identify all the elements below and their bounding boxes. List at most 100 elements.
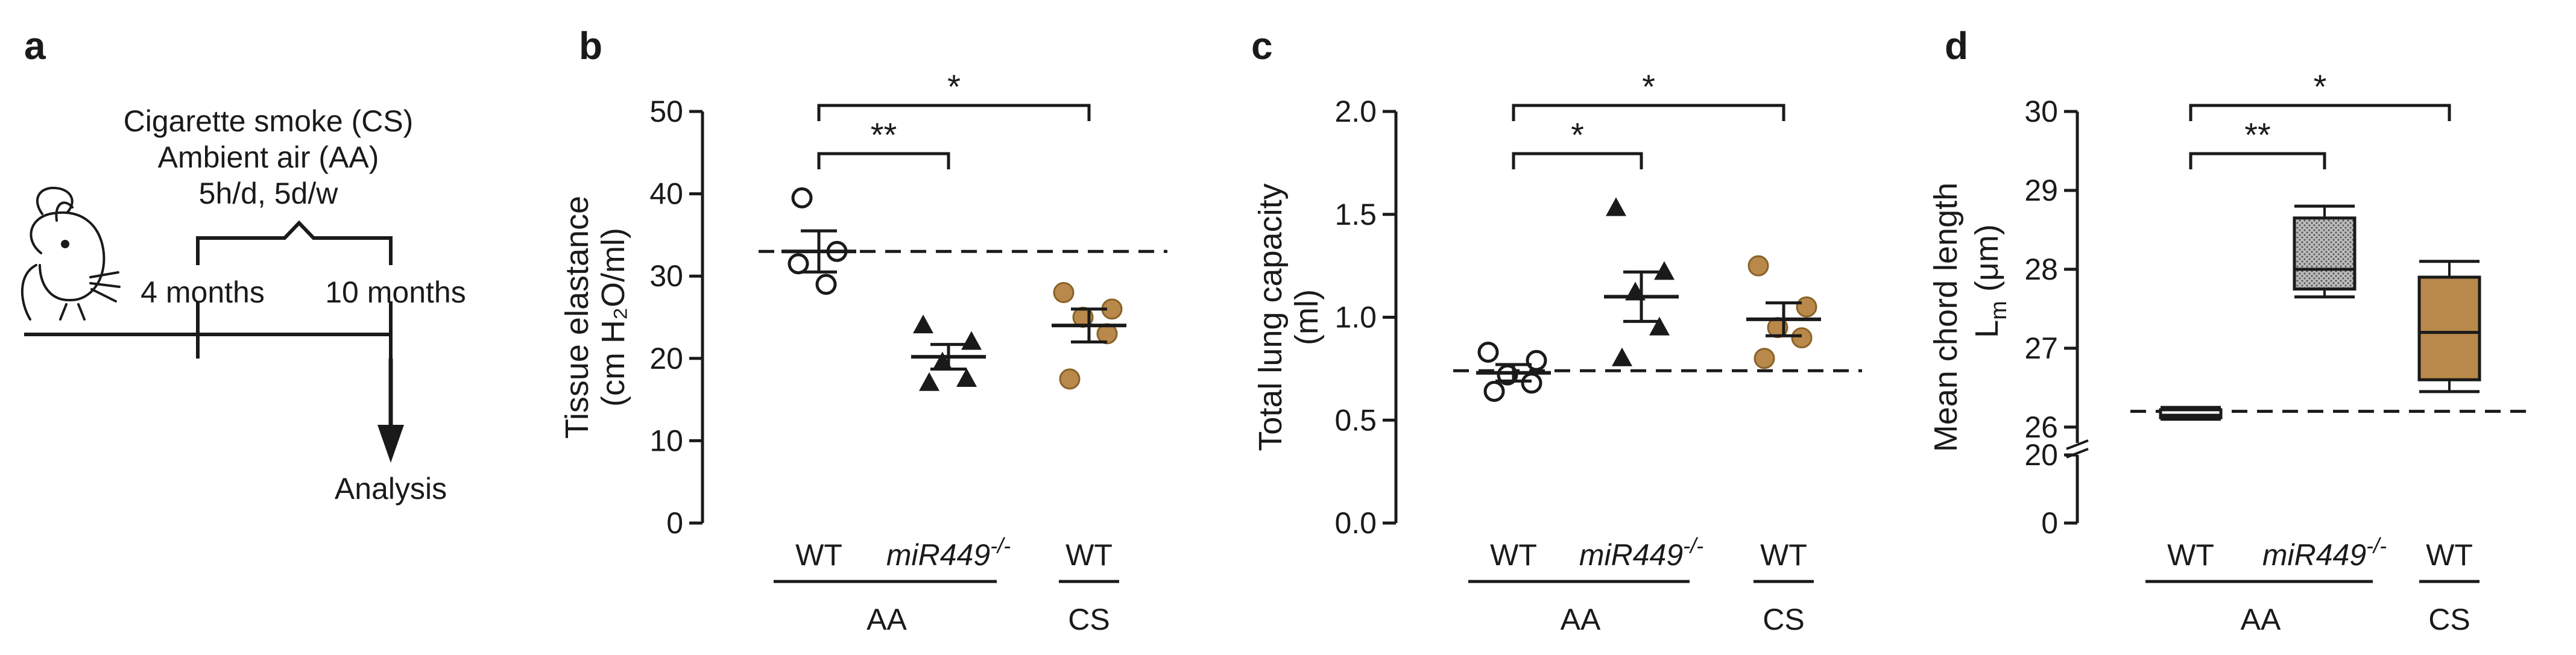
point-triangle xyxy=(1654,261,1675,280)
panel-b: b 0 10 20 30 40 50 Tissue elastance (cm H₂O/ml)… xyxy=(559,24,1167,636)
y-axis-label: Mean chord length xyxy=(1928,183,1964,452)
y-tick-label: 20 xyxy=(2024,438,2058,472)
significance-bracket xyxy=(817,152,950,169)
exposure-brace xyxy=(196,220,393,265)
box-iqr xyxy=(2293,216,2357,291)
point-open-circle xyxy=(1483,380,1505,402)
y-tick-label: 27 xyxy=(2024,331,2058,365)
time-4-months: 4 months xyxy=(140,275,265,309)
schedule-text: 5h/d, 5d/w xyxy=(199,177,339,210)
aa-group-label: AA xyxy=(1561,603,1601,636)
analysis-arrowhead xyxy=(377,425,404,463)
box-iqr xyxy=(2417,275,2481,381)
y-tick-label: 26 xyxy=(2024,410,2058,444)
significance-bracket xyxy=(1512,104,1785,121)
y-tick-label: 29 xyxy=(2024,174,2058,207)
point-triangle xyxy=(1606,197,1626,216)
point-open-circle xyxy=(791,187,813,208)
point-triangle xyxy=(1612,347,1632,366)
point-open-circle xyxy=(1521,372,1542,394)
xtick-wt-aa: WT xyxy=(795,538,842,572)
point-triangle xyxy=(1649,316,1670,336)
panel-d-axis: 26 27 28 29 30 0 20 Mean chord length Lm (μm) WT m… xyxy=(1928,95,2480,636)
point-triangle xyxy=(919,372,939,391)
y-tick-label: 40 xyxy=(649,177,683,211)
cs-group-label: CS xyxy=(2428,603,2470,636)
y-tick-label: 0.0 xyxy=(1334,506,1377,540)
y-tick-label: 1.0 xyxy=(1334,301,1377,334)
y-axis-label: Total lung capacity xyxy=(1252,183,1289,451)
point-filled-circle xyxy=(1754,348,1775,369)
y-tick-label: 50 xyxy=(649,95,683,128)
y-tick-label: 28 xyxy=(2024,252,2058,286)
panel-b-label: b xyxy=(579,24,602,67)
cs-text: Cigarette smoke (CS) xyxy=(124,104,414,138)
significance-label: * xyxy=(2314,67,2327,105)
time-10-months: 10 months xyxy=(325,275,466,309)
panel-d: d 26 27 28 29 30 0 20 Mean chord length Lm (μm) W… xyxy=(1928,24,2534,636)
panel-c-marks: ** xyxy=(1453,67,1862,402)
y-tick-label: 20 xyxy=(649,342,683,375)
ko-superscript: -/- xyxy=(2366,533,2387,558)
y-axis-label-units: (cm H₂O/ml) xyxy=(595,228,631,407)
mouse-icon xyxy=(21,186,121,321)
point-triangle xyxy=(956,368,977,387)
y-tick-label: 30 xyxy=(649,259,683,293)
lm-subscript: m xyxy=(1986,301,2012,320)
cs-group-label: CS xyxy=(1068,603,1110,636)
y-tick-label: 1.5 xyxy=(1334,198,1377,231)
xtick-ko-aa: miR449-/- xyxy=(886,533,1011,572)
significance-bracket xyxy=(2189,152,2326,169)
axis-break-mark xyxy=(2066,439,2089,450)
significance-bracket xyxy=(817,104,1091,121)
lm-units: (μm) xyxy=(1969,224,2005,301)
point-triangle xyxy=(961,331,982,350)
analysis-text: Analysis xyxy=(335,472,447,506)
point-filled-circle xyxy=(1796,296,1817,318)
aa-text: Ambient air (AA) xyxy=(158,140,379,174)
xtick-wt-cs: WT xyxy=(2426,538,2473,572)
aa-group-label: AA xyxy=(2241,603,2281,636)
point-filled-circle xyxy=(1053,282,1075,304)
point-filled-circle xyxy=(1747,255,1769,277)
point-filled-circle xyxy=(1059,368,1081,390)
y-axis-label-units: (ml) xyxy=(1289,289,1325,345)
significance-label: * xyxy=(947,67,961,105)
panel-a-label: a xyxy=(24,24,46,67)
panel-b-axis: 0 10 20 30 40 50 Tissue elastance (cm H₂O/ml) WT… xyxy=(559,95,1119,636)
ko-superscript: -/- xyxy=(990,533,1011,558)
xtick-wt-cs: WT xyxy=(1760,538,1807,572)
point-open-circle xyxy=(1526,349,1547,371)
y-axis-label: Tissue elastance xyxy=(559,196,595,439)
y-tick-label: 10 xyxy=(649,424,683,457)
y-tick-label: 0.5 xyxy=(1334,403,1377,437)
significance-bracket xyxy=(1512,152,1643,169)
panel-c-axis: 0.0 0.5 1.0 1.5 2.0 Total lung capacity (ml) WT… xyxy=(1252,95,1814,636)
y-axis-label-units: Lm (μm) xyxy=(1969,224,2012,338)
significance-label: ** xyxy=(871,116,897,154)
y-tick-label: 0 xyxy=(2041,506,2058,540)
ko-superscript: -/- xyxy=(1683,533,1703,558)
panel-c-label: c xyxy=(1251,24,1273,67)
point-triangle xyxy=(913,315,933,334)
panel-d-marks: *** xyxy=(2130,67,2534,421)
panel-d-label: d xyxy=(1945,24,1968,67)
point-open-circle xyxy=(1477,342,1499,363)
xtick-ko-aa: miR449-/- xyxy=(1579,533,1703,572)
cs-group-label: CS xyxy=(1763,603,1804,636)
y-tick-label: 2.0 xyxy=(1334,95,1377,128)
point-filled-circle xyxy=(1791,327,1813,349)
xtick-wt-aa: WT xyxy=(2167,538,2214,572)
significance-label: * xyxy=(1571,116,1584,154)
point-open-circle xyxy=(815,274,837,295)
significance-bracket xyxy=(2189,104,2451,121)
y-tick-label: 30 xyxy=(2024,95,2058,128)
significance-label: * xyxy=(1642,67,1655,105)
significance-label: ** xyxy=(2244,116,2271,154)
panel-a: a Cigarette smoke (CS) Ambient air (AA) … xyxy=(21,24,466,506)
panel-c: c 0.0 0.5 1.0 1.5 2.0 Total lung capacity (ml)… xyxy=(1251,24,1862,636)
aa-group-label: AA xyxy=(867,603,907,636)
xtick-wt-aa: WT xyxy=(1490,538,1537,572)
y-tick-label: 0 xyxy=(666,506,683,540)
